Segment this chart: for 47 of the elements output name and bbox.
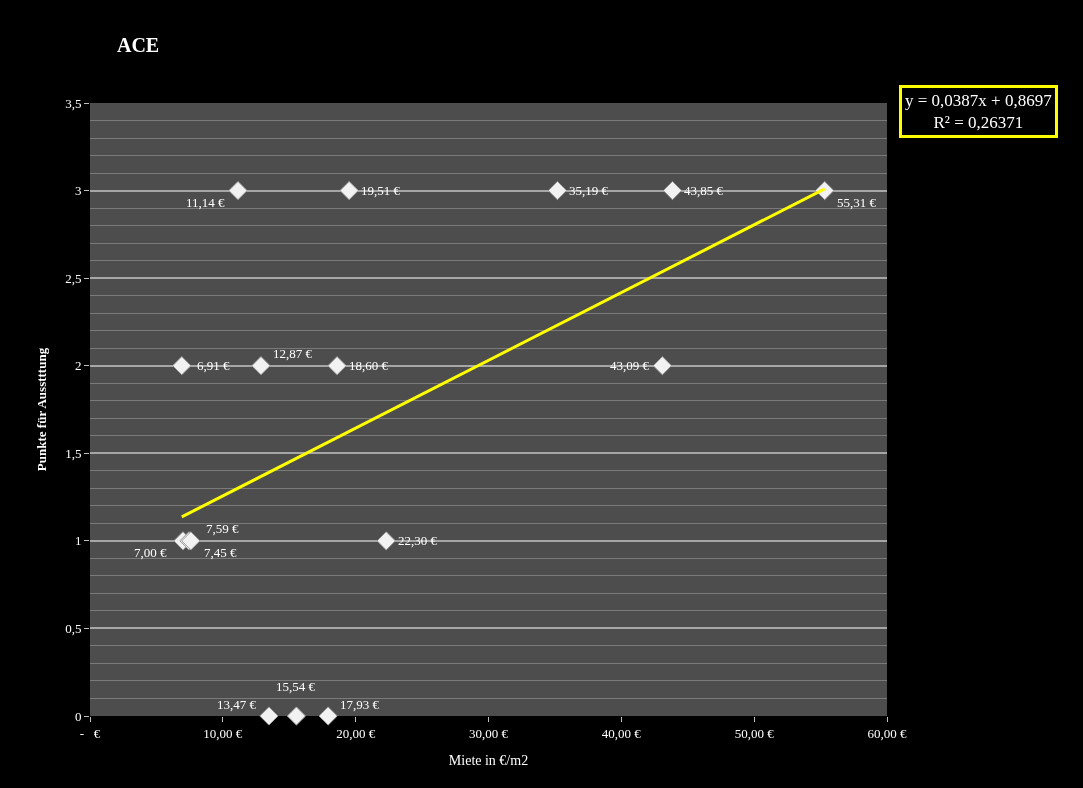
annotation: 17,93 € <box>340 697 380 712</box>
point <box>318 706 338 726</box>
annotation: 7,00 € <box>134 545 167 560</box>
point <box>286 706 307 726</box>
annotation: 55,31 € <box>837 195 877 210</box>
y-tick-label: 2 <box>74 358 82 374</box>
annotation: 12,87 € <box>273 346 313 361</box>
point <box>259 706 279 726</box>
x-axis-title: Miete in €/m2 <box>448 752 529 768</box>
annotation: 13,47 € <box>217 697 257 712</box>
text: y = 0,0387x + 0,8697 R² = 0,26371 <box>905 91 1053 133</box>
annotation: 43,85 € <box>684 183 724 198</box>
x-tick-label: - € <box>79 725 101 741</box>
point <box>172 356 192 376</box>
x-tick-label: 30,00 € <box>469 725 509 741</box>
chart-title: ACE <box>116 33 160 56</box>
point <box>228 180 248 201</box>
annotation: 7,59 € <box>206 521 239 536</box>
point <box>652 356 672 376</box>
annotation: 43,09 € <box>610 358 650 373</box>
y-tick-label: 2,5 <box>65 270 82 286</box>
point <box>662 180 683 201</box>
annotation: 19,51 € <box>361 183 401 198</box>
x-tick-label: 50,00 € <box>734 725 775 741</box>
point <box>327 356 347 376</box>
x-tick-label: 10,00 € <box>203 725 243 741</box>
y-axis-title: Punkte für Ausstttung <box>34 347 50 472</box>
annotation: 35,19 € <box>569 183 609 198</box>
point <box>376 531 396 551</box>
x-tick-label: 60,00 € <box>867 725 907 741</box>
y-tick-label: 3,5 <box>65 95 82 111</box>
annotation: 6,91 € <box>197 358 230 373</box>
point <box>547 180 568 201</box>
y-tick-label: 0,5 <box>65 620 82 636</box>
y-tick-label: 0 <box>74 708 82 724</box>
x-tick-label: 40,00 € <box>601 725 642 741</box>
x-tick-label: 20,00 € <box>336 725 376 741</box>
annotation: 22,30 € <box>398 533 438 548</box>
annotation: 18,60 € <box>349 358 389 373</box>
annotation: 7,45 € <box>204 545 237 560</box>
y-tick-label: 1 <box>74 533 82 549</box>
point <box>251 356 271 376</box>
annotation: 15,54 € <box>276 679 316 694</box>
point <box>339 180 359 201</box>
y-tick-label: 1,5 <box>65 445 82 461</box>
y-tick-label: 3 <box>74 183 82 199</box>
annotation: 11,14 € <box>186 195 226 210</box>
